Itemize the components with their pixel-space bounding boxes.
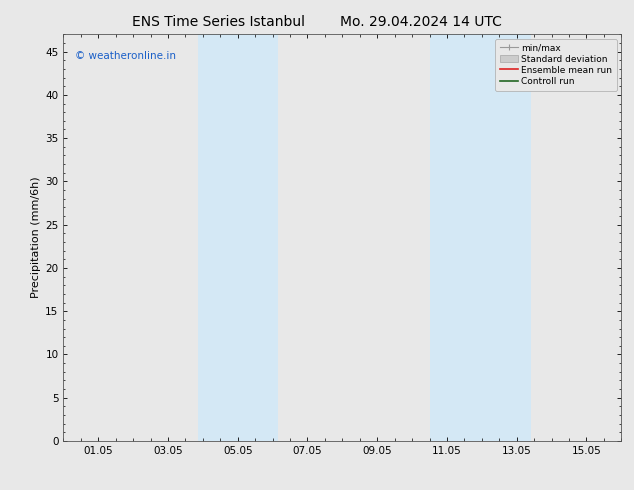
Text: © weatheronline.in: © weatheronline.in: [75, 50, 176, 61]
Bar: [198, 34, 221, 441]
Bar: [452, 34, 531, 441]
Legend: min/max, Standard deviation, Ensemble mean run, Controll run: min/max, Standard deviation, Ensemble me…: [495, 39, 617, 91]
Bar: [429, 34, 452, 441]
Bar: [221, 34, 278, 441]
Y-axis label: Precipitation (mm/6h): Precipitation (mm/6h): [31, 177, 41, 298]
Text: ENS Time Series Istanbul        Mo. 29.04.2024 14 UTC: ENS Time Series Istanbul Mo. 29.04.2024 …: [132, 15, 502, 29]
